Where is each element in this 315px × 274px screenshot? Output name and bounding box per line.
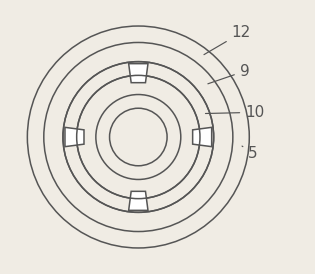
Circle shape	[96, 95, 181, 179]
Polygon shape	[129, 191, 148, 210]
Polygon shape	[129, 64, 148, 83]
Circle shape	[44, 42, 233, 232]
Polygon shape	[193, 127, 212, 147]
Text: 9: 9	[208, 64, 249, 84]
Polygon shape	[65, 127, 84, 147]
Circle shape	[27, 26, 249, 248]
Text: 5: 5	[242, 146, 258, 161]
Circle shape	[110, 108, 167, 166]
Circle shape	[77, 75, 200, 199]
Text: 10: 10	[205, 105, 264, 120]
Circle shape	[63, 62, 214, 212]
Text: 12: 12	[204, 25, 251, 55]
